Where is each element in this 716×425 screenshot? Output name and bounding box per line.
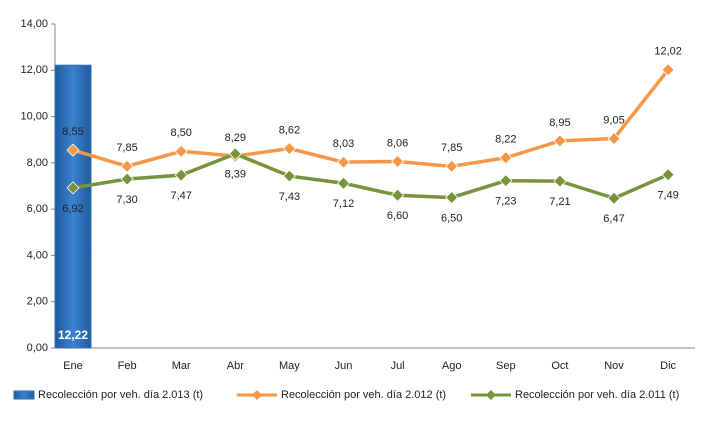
marker <box>661 168 675 182</box>
marker <box>120 159 134 173</box>
x-tick-label: Ago <box>442 360 462 372</box>
x-tick-label: Feb <box>118 360 137 372</box>
bar-value-label: 12,22 <box>58 328 88 342</box>
value-label: 6,60 <box>387 210 408 222</box>
value-label: 8,22 <box>495 134 516 146</box>
legend-swatch <box>13 390 35 400</box>
line <box>72 152 669 201</box>
x-tick-label: Sep <box>496 360 516 372</box>
marker <box>553 174 567 188</box>
value-label: 8,03 <box>333 138 354 150</box>
marker <box>607 191 621 205</box>
legend-marker <box>486 390 496 400</box>
x-tick-label: Dic <box>660 360 676 372</box>
legend-marker <box>252 390 262 400</box>
marker <box>282 141 296 156</box>
line <box>72 68 670 169</box>
legend-label: Recolección por veh. día 2.013 (t) <box>38 389 203 401</box>
value-label: 12,02 <box>654 46 682 58</box>
marker <box>445 159 459 173</box>
y-tick-label: 0,00 <box>27 342 48 354</box>
marker <box>336 155 351 169</box>
x-tick-label: Mar <box>172 360 191 372</box>
marker <box>66 143 80 157</box>
marker <box>282 169 296 183</box>
marker <box>66 181 80 195</box>
marker <box>174 144 188 158</box>
value-label: 8,95 <box>549 117 570 129</box>
value-label: 7,23 <box>495 196 516 208</box>
value-label: 6,47 <box>603 213 624 225</box>
x-tick-label: Jul <box>391 360 405 372</box>
x-tick-label: Ene <box>63 360 83 372</box>
marker <box>553 134 567 148</box>
value-label: 6,50 <box>441 212 462 224</box>
y-tick-label: 4,00 <box>27 249 48 261</box>
value-label: 7,12 <box>333 198 354 210</box>
marker <box>228 147 242 161</box>
value-label: 7,85 <box>441 142 462 154</box>
marker <box>445 191 459 205</box>
y-tick-label: 2,00 <box>27 296 48 308</box>
value-label: 8,39 <box>225 169 246 181</box>
y-tick-label: 14,00 <box>20 18 48 30</box>
x-tick-label: Abr <box>227 360 244 372</box>
marker <box>499 151 513 165</box>
marker <box>661 63 675 77</box>
marker <box>607 131 621 146</box>
value-label: 7,49 <box>657 190 678 202</box>
y-tick-label: 10,00 <box>20 110 48 122</box>
value-label: 7,85 <box>116 142 137 154</box>
marker <box>174 168 188 182</box>
marker <box>336 176 351 190</box>
x-tick-label: Nov <box>604 360 624 372</box>
value-label: 8,50 <box>170 127 191 139</box>
x-tick-label: May <box>279 360 300 372</box>
y-tick-label: 6,00 <box>27 203 48 215</box>
marker <box>391 154 405 169</box>
marker <box>120 172 134 186</box>
value-label: 7,30 <box>116 194 137 206</box>
x-tick-label: Oct <box>551 360 568 372</box>
value-label: 8,55 <box>62 126 83 138</box>
x-tick-label: Jun <box>335 360 353 372</box>
value-label: 6,92 <box>62 203 83 215</box>
value-label: 7,21 <box>549 196 570 208</box>
value-label: 7,47 <box>170 190 191 202</box>
value-label: 8,06 <box>387 137 408 149</box>
y-tick-label: 8,00 <box>27 157 48 169</box>
value-label: 8,62 <box>279 124 300 136</box>
value-label: 7,43 <box>279 191 300 203</box>
bar <box>54 64 92 349</box>
marker <box>499 174 513 188</box>
marker <box>391 188 405 202</box>
value-label: 9,05 <box>603 114 624 126</box>
y-tick-label: 12,00 <box>20 64 48 76</box>
legend-label: Recolección por veh. día 2.012 (t) <box>281 389 446 401</box>
value-label: 8,29 <box>225 132 246 144</box>
legend-label: Recolección por veh. día 2.011 (t) <box>515 389 679 401</box>
